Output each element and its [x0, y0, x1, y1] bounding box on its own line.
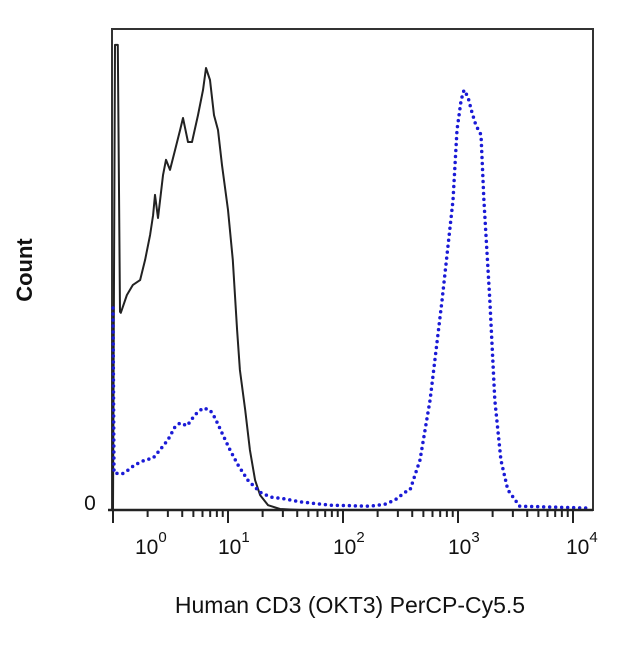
x-tick-label-1e0: 100 [135, 529, 167, 559]
x-tick-label-1e3: 103 [448, 529, 480, 559]
y-tick-label-0: 0 [84, 492, 96, 515]
x-tick-label-1e1: 101 [218, 529, 250, 559]
series-dotted-blue-line [111, 88, 592, 510]
x-axis-ticks [112, 510, 574, 523]
x-tick-label-1e2: 102 [333, 529, 365, 559]
series-solid-black-line [112, 43, 590, 511]
x-tick-label-1e4: 104 [566, 529, 598, 559]
series-group [111, 43, 592, 511]
x-axis-label: Human CD3 (OKT3) PerCP-Cy5.5 [175, 592, 525, 618]
y-axis-label: Count [12, 238, 37, 302]
plot-frame [111, 28, 594, 511]
